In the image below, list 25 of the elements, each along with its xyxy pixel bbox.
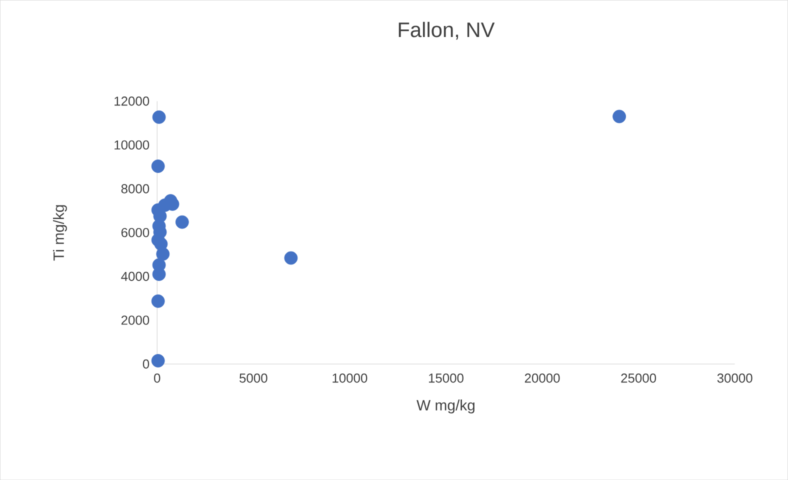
x-tick-label: 5000 xyxy=(240,373,268,383)
point xyxy=(152,110,166,124)
y-axis-title: Ti mg/kg xyxy=(53,205,67,261)
y-tick-label: 10000 xyxy=(114,140,150,150)
x-tick-label: 20000 xyxy=(524,373,560,383)
point xyxy=(175,215,189,229)
x-axis-title: W mg/kg xyxy=(416,399,474,414)
x-tick-label: 15000 xyxy=(428,373,464,383)
x-tick-label: 10000 xyxy=(332,373,368,383)
x-tick-label: 30000 xyxy=(717,373,752,383)
point xyxy=(151,294,165,308)
point xyxy=(151,159,165,173)
y-tick-label: 12000 xyxy=(114,96,150,106)
point xyxy=(152,258,166,272)
y-tick-label: 0 xyxy=(142,359,150,369)
y-tick-label: 2000 xyxy=(121,316,150,325)
point xyxy=(612,110,626,124)
y-tick-label: 8000 xyxy=(121,184,150,194)
y-tick-label: 4000 xyxy=(121,272,150,281)
x-tick-label: 0 xyxy=(154,373,160,383)
point xyxy=(284,251,298,265)
chart-title: Fallon, NV xyxy=(398,22,495,40)
x-tick-label: 25000 xyxy=(621,373,656,383)
point xyxy=(151,354,165,368)
y-tick-label: 6000 xyxy=(121,228,150,238)
